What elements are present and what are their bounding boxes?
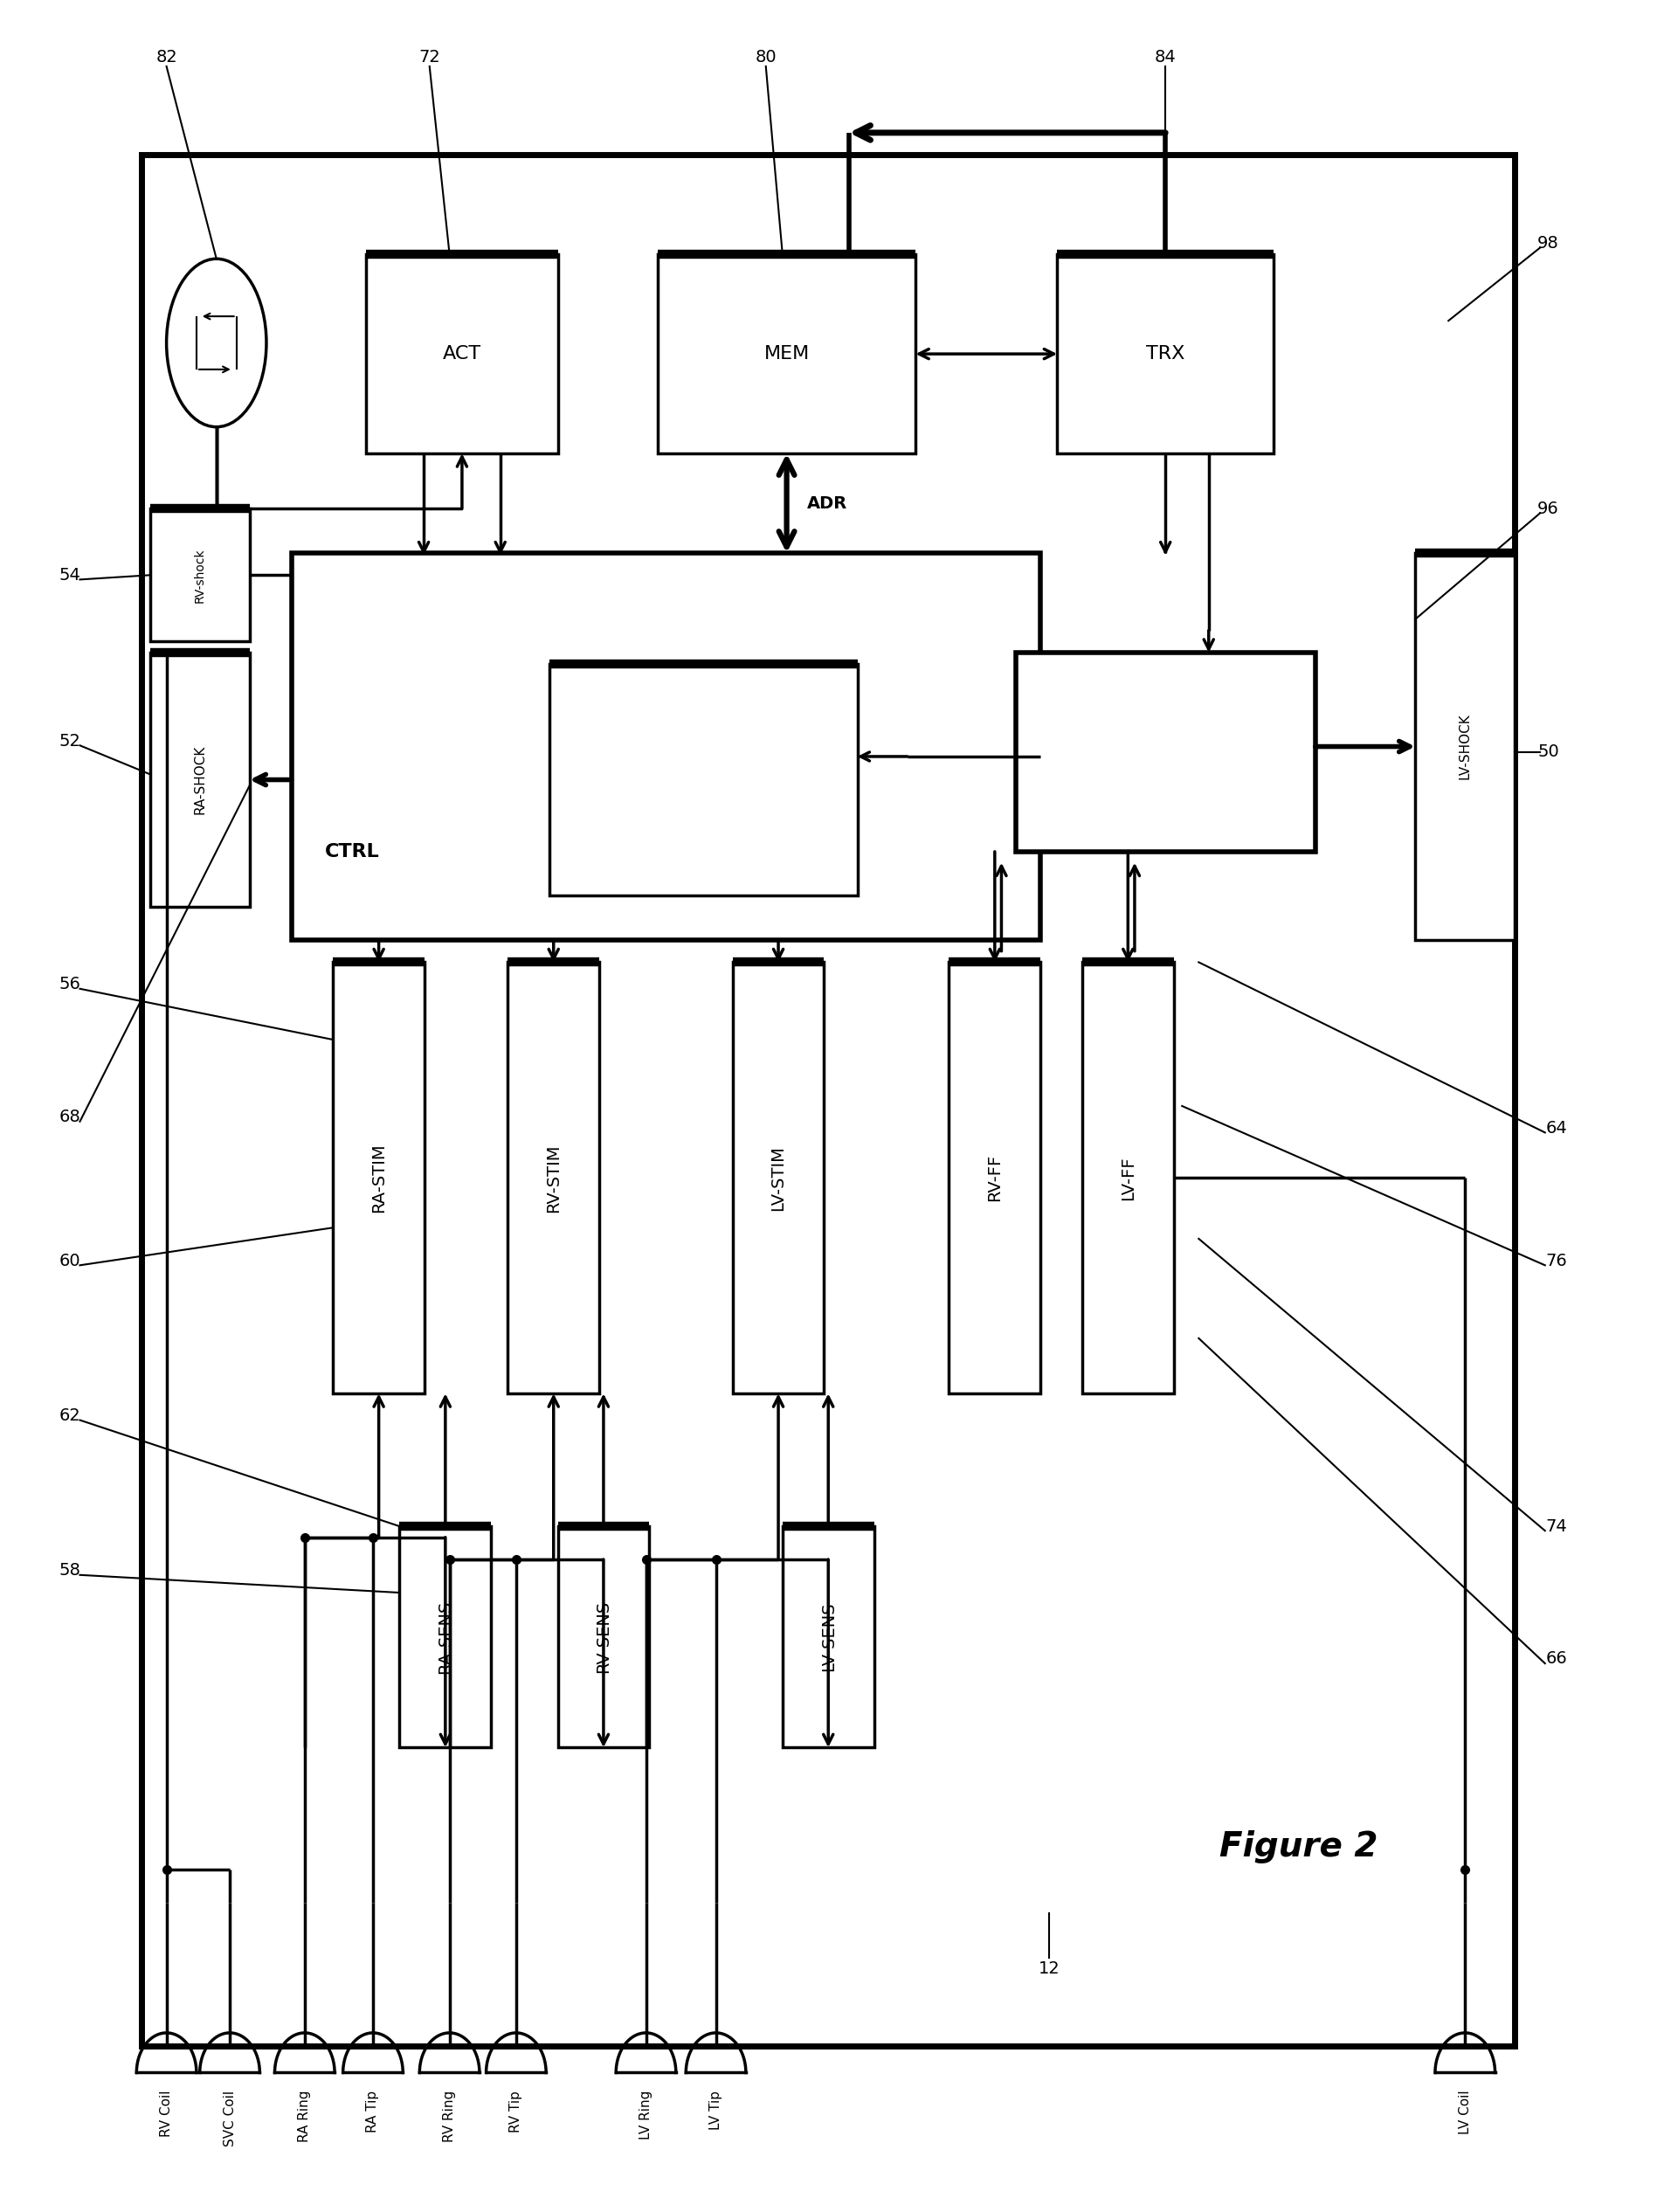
Bar xyxy=(1414,553,1514,940)
Bar xyxy=(1057,254,1273,453)
Text: RV Coil: RV Coil xyxy=(160,2090,173,2137)
Bar xyxy=(557,1526,649,1747)
Text: RA Ring: RA Ring xyxy=(298,2090,311,2141)
Text: LV-SHOCK: LV-SHOCK xyxy=(1458,714,1471,779)
Text: 64: 64 xyxy=(1546,1119,1566,1137)
Bar xyxy=(150,653,250,907)
Bar xyxy=(141,155,1514,2046)
Text: 54: 54 xyxy=(58,566,82,584)
Text: RV-STIM: RV-STIM xyxy=(546,1144,561,1212)
Text: MEM: MEM xyxy=(764,345,809,363)
Text: LV-STIM: LV-STIM xyxy=(770,1146,785,1210)
Text: 98: 98 xyxy=(1538,234,1558,252)
Text: SVC Coil: SVC Coil xyxy=(223,2090,236,2146)
Text: 56: 56 xyxy=(58,975,82,993)
Text: 66: 66 xyxy=(1546,1650,1566,1668)
Text: RV Tip: RV Tip xyxy=(509,2090,522,2132)
Text: LV Tip: LV Tip xyxy=(709,2090,722,2130)
Text: ACT: ACT xyxy=(443,345,481,363)
Text: RV-shock: RV-shock xyxy=(193,549,206,602)
Bar xyxy=(782,1526,874,1747)
Bar xyxy=(508,962,599,1394)
Text: 58: 58 xyxy=(58,1562,82,1579)
Text: 74: 74 xyxy=(1546,1517,1566,1535)
Text: 50: 50 xyxy=(1538,743,1558,761)
Text: 96: 96 xyxy=(1538,500,1558,518)
Text: 76: 76 xyxy=(1546,1252,1566,1270)
Text: Figure 2: Figure 2 xyxy=(1218,1829,1378,1865)
Bar xyxy=(657,254,915,453)
Text: 12: 12 xyxy=(1038,1960,1058,1978)
Text: RV Ring: RV Ring xyxy=(443,2090,456,2141)
Text: 62: 62 xyxy=(60,1407,80,1425)
Text: RA-SENS: RA-SENS xyxy=(438,1599,453,1674)
Text: LV-SENS: LV-SENS xyxy=(820,1601,835,1672)
Text: 80: 80 xyxy=(755,49,775,66)
Bar xyxy=(366,254,557,453)
Bar xyxy=(1015,653,1315,852)
Bar xyxy=(399,1526,491,1747)
Text: 72: 72 xyxy=(419,49,439,66)
Bar xyxy=(291,553,1040,940)
Bar xyxy=(333,962,424,1394)
Text: LV Coil: LV Coil xyxy=(1458,2090,1471,2135)
Text: 84: 84 xyxy=(1155,49,1175,66)
Text: 82: 82 xyxy=(156,49,176,66)
Text: CTRL: CTRL xyxy=(324,843,379,860)
Text: RV-FF: RV-FF xyxy=(987,1155,1002,1201)
Text: 52: 52 xyxy=(58,732,82,750)
Text: RA-STIM: RA-STIM xyxy=(371,1144,386,1212)
Bar xyxy=(948,962,1040,1394)
Bar xyxy=(1082,962,1173,1394)
Text: RA-SHOCK: RA-SHOCK xyxy=(193,745,206,814)
Text: RV-SENS: RV-SENS xyxy=(596,1601,611,1672)
Text: LV-FF: LV-FF xyxy=(1120,1157,1135,1199)
Text: ADR: ADR xyxy=(805,495,847,511)
Text: RA Tip: RA Tip xyxy=(366,2090,379,2132)
Bar xyxy=(549,664,857,896)
Bar xyxy=(732,962,824,1394)
Text: 60: 60 xyxy=(60,1252,80,1270)
Bar xyxy=(150,509,250,641)
Text: TRX: TRX xyxy=(1145,345,1185,363)
Text: LV Ring: LV Ring xyxy=(639,2090,652,2139)
Text: 68: 68 xyxy=(60,1108,80,1126)
